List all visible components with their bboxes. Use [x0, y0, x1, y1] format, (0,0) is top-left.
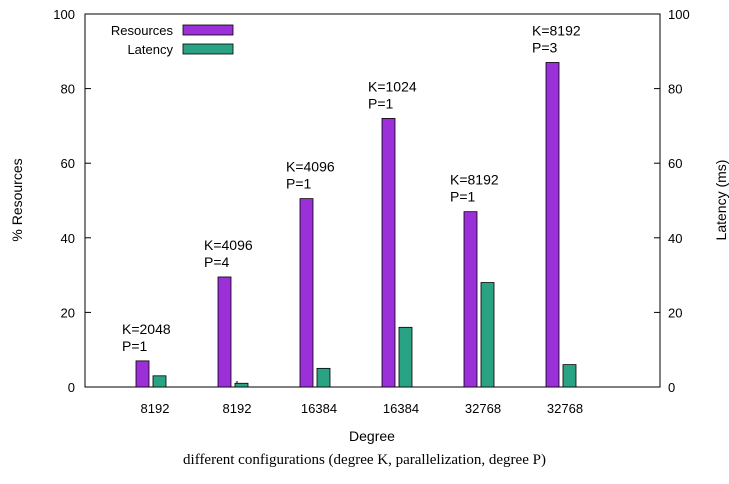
bar-latency: [480, 282, 495, 388]
legend-label: Latency: [127, 42, 173, 57]
annotations-group: K=2048P=1K=4096P=4K=4096P=1K=1024P=1K=81…: [122, 22, 581, 353]
left-tick-label: 40: [61, 231, 75, 246]
legend: Resources Latency: [111, 23, 234, 57]
bar-resources: [217, 276, 232, 388]
annotation-k: K=1024: [368, 78, 417, 94]
left-axis-title: % Resources: [9, 158, 25, 241]
right-tick-label: 60: [668, 156, 682, 171]
annotation-p: P=1: [286, 176, 312, 192]
bars-group: [135, 62, 577, 388]
annotation-k: K=4096: [286, 159, 335, 175]
bar-latency: [398, 326, 413, 388]
left-tick-label: 0: [68, 380, 75, 395]
left-tick-label: 100: [53, 7, 75, 22]
bar-latency: [316, 367, 331, 388]
right-tick-label: 80: [668, 82, 682, 97]
bar-resources: [545, 62, 560, 388]
annotation-k: K=4096: [204, 237, 253, 253]
right-tick-label: 0: [668, 380, 675, 395]
annotation-p: P=1: [450, 189, 476, 205]
x-tick-label: 32768: [465, 401, 501, 416]
figure-caption: different configurations (degree K, para…: [183, 452, 546, 468]
right-axis-ticks: 0 20 40 60 80 100: [654, 7, 690, 395]
annotation-k: K=2048: [122, 321, 171, 337]
annotation-p: P=3: [532, 39, 558, 55]
legend-swatch: [182, 43, 234, 55]
left-tick-label: 80: [61, 82, 75, 97]
bar-latency: [152, 375, 167, 388]
bar-resources: [381, 118, 396, 388]
bar-resources: [299, 198, 314, 388]
x-tick-label: 8192: [141, 401, 170, 416]
x-tick-label: 16384: [301, 401, 337, 416]
annotation-p: P=4: [204, 254, 230, 270]
annotation-p: P=1: [122, 338, 148, 354]
right-tick-label: 40: [668, 231, 682, 246]
right-axis-title: Latency (ms): [713, 160, 729, 241]
legend-label: Resources: [111, 23, 174, 38]
x-axis-ticks: 8192 8192 16384 16384 32768 32768: [141, 381, 583, 416]
bar-resources: [135, 360, 150, 388]
x-tick-label: 16384: [383, 401, 419, 416]
left-tick-label: 60: [61, 156, 75, 171]
bar-latency: [234, 382, 249, 388]
right-tick-label: 20: [668, 305, 682, 320]
bar-resources: [463, 211, 478, 388]
bar-latency: [562, 364, 577, 388]
legend-swatch: [182, 24, 234, 36]
annotation-k: K=8192: [532, 22, 581, 38]
x-tick-label: 32768: [547, 401, 583, 416]
right-tick-label: 100: [668, 7, 690, 22]
annotation-p: P=1: [368, 95, 394, 111]
x-axis-title: Degree: [349, 428, 395, 444]
left-tick-label: 20: [61, 305, 75, 320]
dual-axis-bar-chart: 0 20 40 60 80 100 0 20 40 60 80 100 8192 8192 16384 1…: [9, 7, 729, 444]
plot-frame: [84, 13, 661, 388]
left-axis-ticks: 0 20 40 60 80 100: [53, 7, 91, 395]
annotation-k: K=8192: [450, 172, 499, 188]
x-tick-label: 8192: [223, 401, 252, 416]
